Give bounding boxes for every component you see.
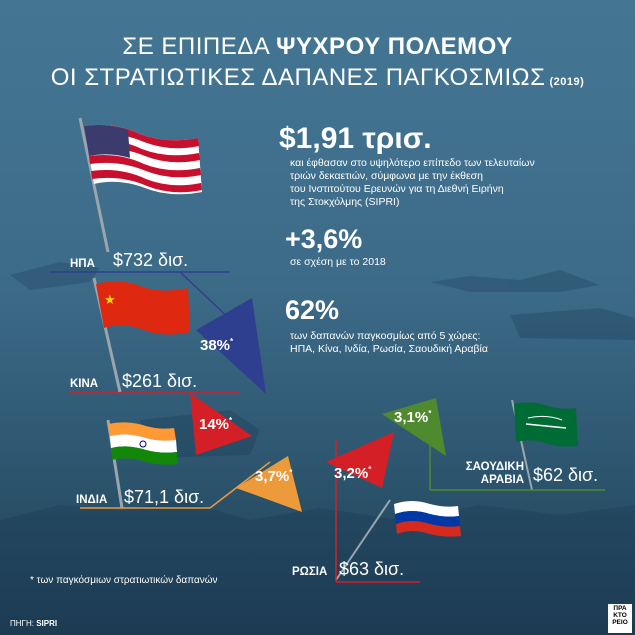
india-value: $71,1 δισ. — [124, 487, 205, 507]
russia-flag — [335, 499, 461, 581]
india-label: ΙΝΔΙΑ — [76, 494, 108, 506]
saudi-label-line2: ΑΡΑΒΙΑ — [480, 474, 524, 486]
growth-value: +3,6% — [285, 224, 363, 254]
total-note-line: τριών δεκαετιών, σύμφωνα με την έκθεση — [290, 170, 483, 182]
usa-pennant — [196, 298, 266, 394]
logo-line: ΚΤΟ — [613, 612, 627, 619]
russia-percent-star: * — [368, 465, 372, 474]
saudi-flag — [511, 399, 578, 491]
total-note-line: και έφθασαν στο υψηλότερο επίπεδο των τε… — [290, 157, 535, 169]
share-note-line: ΗΠΑ, Κίνα, Ινδία, Ρωσία, Σαουδική Αραβία — [290, 343, 488, 355]
usa-percent-text: 38% — [200, 337, 231, 354]
saudi-label-line1: ΣΑΟΥΔΙΚΗ — [465, 461, 524, 473]
total-spending-note: και έφθασαν στο υψηλότερο επίπεδο των τε… — [290, 157, 535, 209]
total-note-line: του Ινστιτούτου Ερευνών για τη Διεθνή Ει… — [290, 183, 504, 195]
page-title-line2: ΟΙ ΣΤΡΑΤΙΩΤΙΚΕΣ ΔΑΠΑΝΕΣ ΠΑΓΚΟΣΜΙΩΣ (2019) — [0, 64, 635, 92]
india-flag — [106, 419, 178, 509]
growth-note: σε σχέση με το 2018 — [290, 256, 386, 268]
share-note-line: των δαπανών παγκοσμίως από 5 χώρες: — [290, 330, 481, 342]
saudi-percent-star: * — [428, 409, 432, 418]
aircraft-silhouette-2 — [510, 308, 635, 340]
footnote: * των παγκόσμιων στρατιωτικών δαπανών — [30, 575, 218, 586]
china-pennant — [190, 393, 252, 455]
china-flag: ★ — [92, 277, 190, 393]
share-value: 62% — [285, 295, 340, 325]
logo-line: ΡΕΙΟ — [612, 619, 628, 626]
title-line2: ΟΙ ΣΤΡΑΤΙΩΤΙΚΕΣ ΔΑΠΑΝΕΣ ΠΑΓΚΟΣΜΙΩΣ — [50, 64, 546, 91]
usa-percent: 38%* — [200, 337, 233, 354]
india-percent-star: * — [289, 468, 293, 477]
saudi-percent: 3,1%* — [394, 409, 431, 426]
usa-label: ΗΠΑ — [70, 258, 95, 270]
page-title-line1: ΣΕ ΕΠΙΠΕΔΑ ΨΥΧΡΟΥ ΠΟΛΕΜΟΥ — [0, 33, 635, 61]
title-prefix: ΣΕ ΕΠΙΠΕΔΑ — [122, 33, 269, 60]
china-percent-text: 14% — [199, 416, 230, 433]
saudi-value: $62 δισ. — [533, 465, 599, 485]
source-label: ΠΗΓΗ: — [10, 619, 34, 628]
publisher-logo: ΠΡΑ ΚΤΟ ΡΕΙΟ — [608, 604, 632, 633]
russia-percent-text: 3,2% — [334, 465, 369, 482]
total-note-line: της Στοκχόλμης (SIPRI) — [290, 196, 400, 208]
saudi-pennant — [382, 398, 446, 456]
india-percent: 3,7%* — [255, 468, 292, 485]
russia-label: ΡΩΣΙΑ — [292, 566, 328, 578]
title-highlight: ΨΥΧΡΟΥ ΠΟΛΕΜΟΥ — [276, 33, 513, 60]
tanks-silhouette — [0, 500, 635, 635]
china-value: $261 δισ. — [122, 371, 198, 391]
svg-text:★: ★ — [104, 293, 116, 308]
india-percent-text: 3,7% — [255, 468, 290, 485]
title-year: (2019) — [549, 76, 585, 88]
logo-line: ΠΡΑ — [613, 605, 627, 612]
helicopter-silhouette — [10, 262, 100, 290]
aircraft-silhouette — [430, 270, 600, 292]
usa-percent-star: * — [230, 337, 234, 346]
source-value: SIPRI — [36, 619, 58, 628]
usa-value: $732 δισ. — [113, 250, 189, 270]
india-pennant — [236, 456, 302, 512]
source: ΠΗΓΗ: SIPRI — [10, 619, 57, 628]
china-label: ΚΙΝΑ — [70, 378, 99, 390]
saudi-label: ΣΑΟΥΔΙΚΗ ΑΡΑΒΙΑ — [452, 461, 524, 487]
china-percent: 14%* — [199, 416, 232, 433]
russia-value: $63 δισ. — [339, 559, 405, 579]
china-percent-star: * — [229, 416, 233, 425]
russia-percent: 3,2%* — [334, 465, 371, 482]
russia-pennant — [326, 432, 394, 488]
total-spending-value: $1,91 τρισ. — [279, 122, 432, 155]
share-note: των δαπανών παγκοσμίως από 5 χώρες: ΗΠΑ,… — [290, 330, 488, 356]
saudi-percent-text: 3,1% — [394, 409, 429, 426]
usa-flag — [78, 117, 202, 253]
